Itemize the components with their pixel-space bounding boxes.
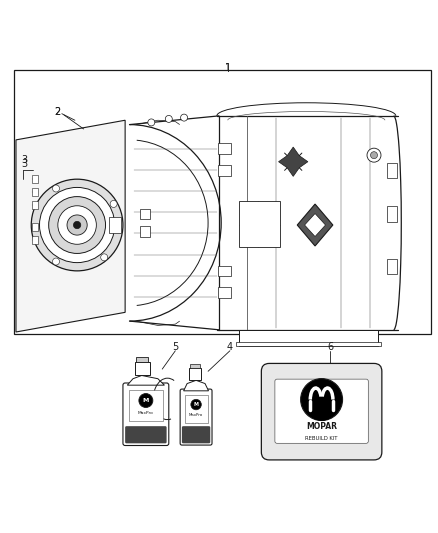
- Circle shape: [191, 399, 201, 410]
- Bar: [129, 390, 163, 421]
- Circle shape: [67, 215, 87, 235]
- Circle shape: [31, 179, 123, 271]
- FancyBboxPatch shape: [182, 426, 210, 443]
- Bar: [387, 163, 397, 179]
- Polygon shape: [279, 147, 308, 176]
- Text: 2: 2: [54, 107, 60, 117]
- Bar: [190, 364, 200, 368]
- Circle shape: [371, 152, 378, 159]
- Bar: [14, 70, 431, 334]
- Text: MOPAR: MOPAR: [306, 422, 337, 431]
- Circle shape: [53, 258, 60, 265]
- Bar: [109, 217, 121, 233]
- Circle shape: [300, 378, 343, 421]
- Circle shape: [367, 148, 381, 162]
- Circle shape: [148, 119, 155, 126]
- Polygon shape: [32, 175, 38, 183]
- Bar: [239, 330, 378, 346]
- Text: 3: 3: [21, 159, 28, 169]
- Polygon shape: [184, 381, 208, 391]
- Bar: [189, 368, 201, 381]
- Bar: [135, 362, 150, 375]
- Text: M: M: [143, 398, 149, 403]
- Circle shape: [74, 221, 81, 229]
- Circle shape: [39, 188, 115, 263]
- Polygon shape: [32, 201, 38, 209]
- Text: 3: 3: [21, 156, 28, 165]
- Circle shape: [165, 116, 172, 123]
- Text: 5: 5: [172, 342, 178, 352]
- Bar: [184, 395, 208, 423]
- Circle shape: [180, 114, 187, 121]
- Text: MaxPro: MaxPro: [138, 410, 154, 415]
- Polygon shape: [32, 236, 38, 244]
- FancyBboxPatch shape: [125, 426, 166, 443]
- Bar: [387, 259, 397, 274]
- Bar: [218, 265, 231, 276]
- Circle shape: [139, 393, 153, 408]
- Bar: [218, 143, 231, 154]
- Text: 1: 1: [225, 63, 231, 73]
- Circle shape: [101, 254, 108, 261]
- Circle shape: [58, 206, 96, 244]
- Text: 6: 6: [327, 342, 333, 352]
- Circle shape: [110, 200, 117, 207]
- Bar: [239, 201, 280, 247]
- Bar: [136, 357, 148, 362]
- Text: MaxPro: MaxPro: [189, 413, 203, 417]
- FancyBboxPatch shape: [261, 364, 382, 460]
- Text: 4: 4: [227, 342, 233, 352]
- Polygon shape: [32, 223, 38, 231]
- Text: M: M: [194, 402, 198, 407]
- Circle shape: [49, 197, 106, 254]
- Bar: [387, 206, 397, 222]
- FancyBboxPatch shape: [180, 389, 212, 445]
- Circle shape: [53, 185, 60, 192]
- Polygon shape: [16, 120, 125, 332]
- Text: 2: 2: [54, 107, 60, 117]
- Bar: [140, 227, 150, 237]
- Polygon shape: [304, 214, 325, 237]
- Wedge shape: [307, 406, 336, 421]
- FancyBboxPatch shape: [123, 383, 169, 446]
- Bar: [237, 342, 381, 346]
- Polygon shape: [297, 204, 333, 246]
- Text: REBUILD KIT: REBUILD KIT: [305, 436, 338, 441]
- Bar: [140, 209, 150, 220]
- Polygon shape: [127, 375, 164, 385]
- Bar: [218, 165, 231, 176]
- FancyBboxPatch shape: [275, 379, 368, 443]
- Bar: [218, 287, 231, 298]
- Polygon shape: [32, 188, 38, 196]
- Text: 1: 1: [225, 63, 231, 73]
